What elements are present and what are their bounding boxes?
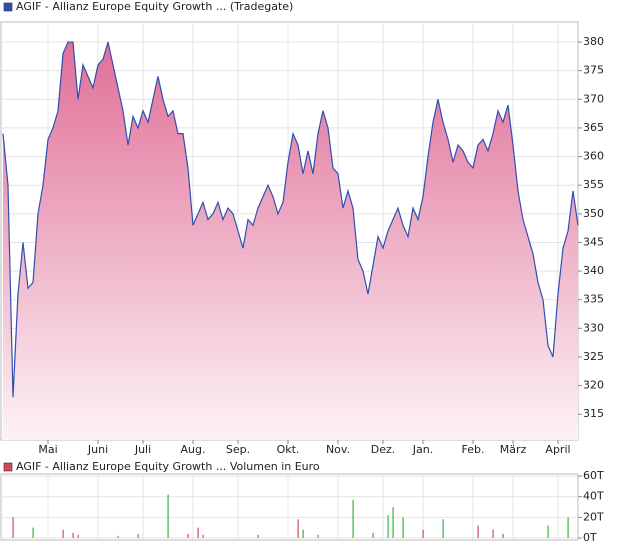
x-tick-label: Jan. (412, 443, 433, 456)
y-tick-label: 60T (583, 469, 604, 482)
y-tick-label: 325 (583, 350, 604, 363)
bar (117, 535, 119, 538)
bar (197, 527, 199, 538)
x-tick-label: Mai (38, 443, 57, 456)
y-tick-label: 345 (583, 235, 604, 248)
bar (372, 532, 374, 538)
bar (202, 534, 204, 538)
bar (187, 533, 189, 538)
bar (502, 533, 504, 538)
bar (137, 533, 139, 538)
legend-swatch (3, 2, 13, 12)
y-tick-label: 370 (583, 92, 604, 105)
x-tick-label: Nov. (326, 443, 350, 456)
x-tick-label: Juli (134, 443, 151, 456)
bar (72, 532, 74, 538)
plot-area (0, 473, 579, 541)
bar (77, 534, 79, 538)
bar (302, 529, 304, 538)
x-tick-label: Juni (87, 443, 108, 456)
y-tick-label: 375 (583, 64, 604, 77)
bar (257, 534, 259, 538)
bar (167, 494, 169, 538)
y-tick-label: 0T (583, 531, 597, 544)
y-tick-label: 355 (583, 178, 604, 191)
y-tick-label: 315 (583, 407, 604, 420)
y-tick-label: 330 (583, 321, 604, 334)
y-tick-label: 20T (583, 510, 604, 523)
y-tick-label: 335 (583, 293, 604, 306)
area (3, 42, 578, 440)
bar (477, 525, 479, 538)
x-tick-label: April (545, 443, 570, 456)
y-tick-label: 365 (583, 121, 604, 134)
bar (492, 529, 494, 538)
x-tick-label: Sep. (226, 443, 250, 456)
y-tick-label: 380 (583, 35, 604, 48)
line (2, 41, 579, 398)
x-tick-label: März (500, 443, 527, 456)
bar (297, 519, 299, 538)
bar (392, 507, 394, 538)
y-tick-label: 40T (583, 490, 604, 503)
bar (402, 517, 404, 538)
bar (12, 517, 14, 538)
bar (387, 515, 389, 538)
bar (442, 519, 444, 538)
y-tick-label: 320 (583, 379, 604, 392)
bar (547, 525, 549, 538)
bar (352, 499, 354, 538)
bar (32, 527, 34, 538)
y-tick-label: 350 (583, 207, 604, 220)
y-tick-label: 340 (583, 264, 604, 277)
legend-swatch (3, 462, 13, 472)
bar (422, 529, 424, 538)
bar (62, 529, 64, 538)
y-tick-label: 360 (583, 150, 604, 163)
x-tick-label: Okt. (277, 443, 300, 456)
x-tick-label: Feb. (462, 443, 485, 456)
bar (567, 517, 569, 538)
legend-label: AGIF - Allianz Europe Equity Growth ... … (16, 0, 293, 13)
bar (317, 534, 319, 538)
legend-label: AGIF - Allianz Europe Equity Growth ... … (16, 460, 320, 473)
x-tick-label: Aug. (181, 443, 206, 456)
x-tick-label: Dez. (371, 443, 396, 456)
